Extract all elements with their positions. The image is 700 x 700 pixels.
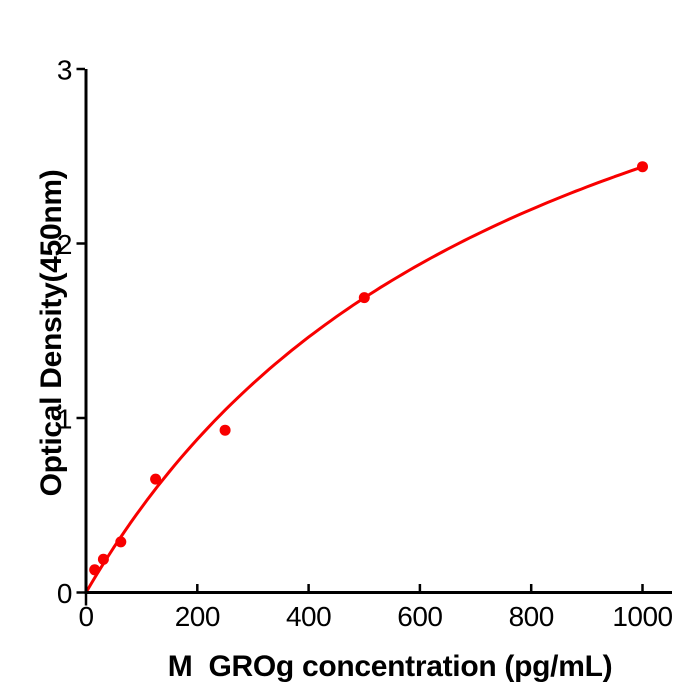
fit-curve (84, 165, 644, 594)
x-tick-label: 200 (175, 601, 220, 632)
y-axis-label: Optical Density(450nm) (35, 169, 68, 497)
data-point (89, 564, 101, 576)
x-tick-label: 0 (78, 601, 93, 632)
data-point (115, 536, 127, 548)
y-tick-label: 0 (57, 578, 72, 609)
data-point (358, 292, 370, 304)
data-point (219, 424, 231, 436)
x-tick-label: 400 (286, 601, 331, 632)
x-tick-label: 1000 (612, 601, 672, 632)
x-tick-label: 800 (509, 601, 554, 632)
data-point (150, 473, 162, 485)
x-tick-label: 600 (397, 601, 442, 632)
y-tick-label: 2 (57, 229, 72, 260)
y-tick-label: 1 (57, 404, 72, 435)
data-point (97, 553, 109, 565)
y-tick-label: 3 (57, 55, 72, 86)
data-point (637, 161, 648, 173)
x-axis-label: M GROg concentration (pg/mL) (167, 650, 613, 683)
